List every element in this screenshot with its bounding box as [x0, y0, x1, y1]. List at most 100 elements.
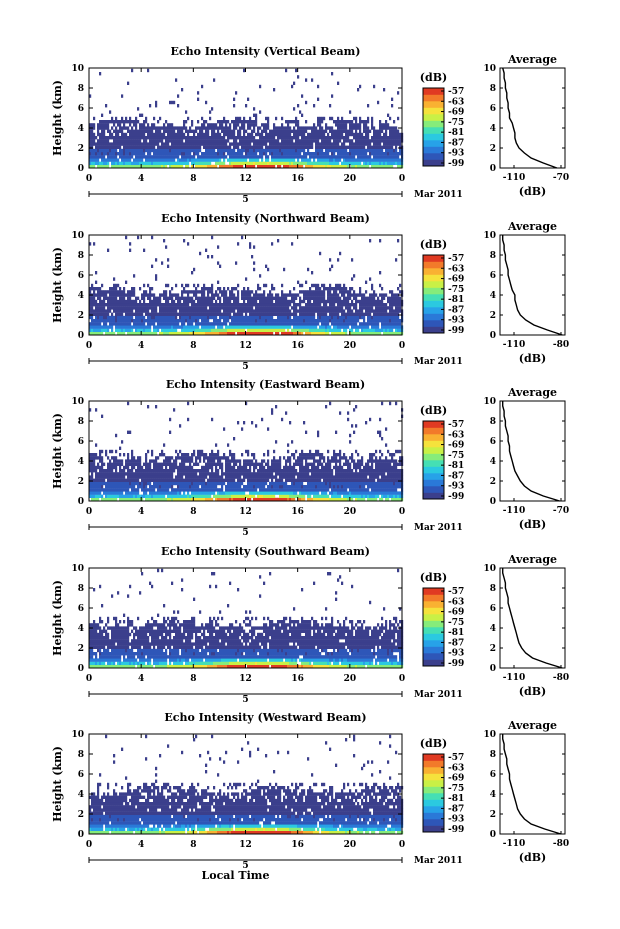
heatmap-cell: [389, 164, 392, 169]
heatmap-cell: [211, 255, 214, 259]
heatmap-cell: [215, 132, 218, 137]
heatmap-cell: [137, 107, 140, 111]
heatmap-cell: [379, 142, 382, 146]
heatmap-cell: [317, 120, 320, 124]
heatmap-cell: [261, 319, 264, 323]
heatmap-cell: [195, 129, 198, 133]
heatmap-cell: [149, 136, 152, 140]
heatmap-cell: [393, 315, 396, 320]
heatmap-cell: [267, 303, 270, 307]
heatmap-cell: [197, 319, 200, 323]
heatmap-cell: [249, 116, 252, 121]
heatmap-cell: [383, 331, 386, 336]
heatmap-cell: [213, 148, 216, 153]
heatmap-cell: [299, 322, 302, 326]
heatmap-cell: [119, 142, 122, 146]
heatmap-cell: [205, 306, 208, 310]
heatmap-cell: [253, 113, 256, 117]
heatmap-cell: [191, 290, 194, 294]
heatmap-cell: [149, 319, 152, 323]
heatmap-cell: [157, 315, 160, 320]
heatmap-cell: [163, 239, 166, 243]
heatmap-cell: [177, 132, 180, 137]
heatmap-cell: [203, 142, 206, 146]
heatmap-cell: [357, 312, 360, 316]
heatmap-cell: [177, 331, 180, 336]
heatmap-cell: [379, 293, 382, 297]
heatmap-cell: [389, 155, 392, 159]
heatmap-cell: [387, 145, 390, 149]
heatmap-cell: [127, 491, 130, 495]
heatmap-cell: [181, 331, 184, 336]
heatmap-cell: [117, 161, 120, 165]
heatmap-cell: [369, 296, 372, 300]
heatmap-cell: [385, 303, 388, 307]
heatmap-cell: [197, 136, 200, 140]
heatmap-cell: [219, 136, 222, 140]
heatmap-cell: [245, 139, 248, 143]
heatmap-cell: [225, 315, 228, 320]
heatmap-cell: [319, 152, 322, 156]
heatmap-cell: [215, 319, 218, 323]
heatmap-cell: [359, 152, 362, 156]
heatmap-cell: [217, 312, 220, 316]
heatmap-cell: [131, 319, 134, 323]
heatmap-cell: [169, 462, 172, 466]
heatmap-cell: [185, 120, 188, 124]
heatmap-cell: [157, 132, 160, 137]
heatmap-cell: [169, 145, 172, 149]
heatmap-cell: [201, 315, 204, 320]
heatmap-cell: [243, 328, 246, 332]
heatmap-cell: [95, 306, 98, 310]
heatmap-cell: [353, 123, 356, 127]
heatmap-cell: [245, 303, 248, 307]
heatmap-cell: [97, 142, 100, 146]
heatmap-cell: [113, 481, 116, 486]
heatmap-cell: [117, 488, 120, 492]
heatmap-cell: [89, 155, 92, 159]
heatmap-cell: [395, 152, 398, 156]
heatmap-cell: [335, 145, 338, 149]
heatmap-cell: [235, 91, 238, 95]
heatmap-cell: [295, 328, 298, 332]
heatmap-cell: [93, 287, 96, 291]
heatmap-cell: [295, 136, 298, 140]
heatmap-cell: [255, 322, 258, 326]
heatmap-cell: [131, 155, 134, 159]
heatmap-cell: [177, 312, 180, 316]
heatmap-cell: [339, 139, 342, 143]
heatmap-cell: [205, 309, 208, 313]
heatmap-cell: [201, 290, 204, 294]
heatmap-cell: [207, 142, 210, 146]
heatmap-cell: [243, 129, 246, 133]
heatmap-cell: [141, 161, 144, 165]
heatmap-cell: [293, 306, 296, 310]
heatmap-cell: [101, 465, 104, 470]
heatmap-cell: [311, 290, 314, 294]
heatmap-cell: [341, 120, 344, 124]
heatmap-cell: [307, 309, 310, 313]
heatmap-cell: [191, 303, 194, 307]
heatmap-cell: [373, 312, 376, 316]
heatmap-cell: [159, 309, 162, 313]
heatmap-cell: [147, 494, 150, 498]
heatmap-cell: [167, 472, 170, 476]
heatmap-cell: [115, 306, 118, 310]
heatmap-cell: [177, 453, 180, 457]
heatmap-cell: [127, 136, 130, 140]
heatmap-cell: [171, 152, 174, 156]
heatmap-cell: [263, 152, 266, 156]
heatmap-cell: [89, 164, 92, 169]
heatmap-cell: [367, 142, 370, 146]
heatmap-cell: [395, 145, 398, 149]
heatmap-cell: [337, 164, 340, 169]
heatmap-cell: [115, 120, 118, 124]
heatmap-cell: [351, 309, 354, 313]
heatmap-cell: [121, 331, 124, 336]
heatmap-cell: [283, 293, 286, 297]
heatmap-cell: [219, 161, 222, 165]
heatmap-cell: [385, 161, 388, 165]
heatmap-cell: [325, 312, 328, 316]
heatmap-cell: [391, 299, 394, 304]
heatmap-cell: [241, 164, 244, 169]
